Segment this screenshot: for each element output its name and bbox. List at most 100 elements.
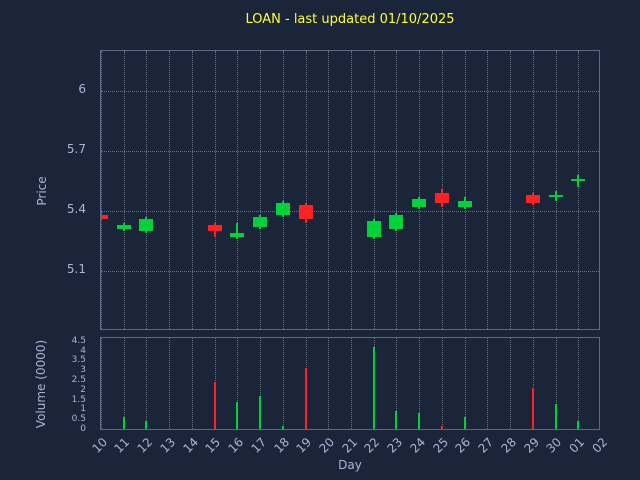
x-tick-label: 10	[89, 435, 110, 456]
x-tick-label: 24	[407, 435, 429, 456]
x-tick-label: 18	[271, 435, 292, 456]
volume-bar-up	[395, 411, 398, 429]
x-tick-label: 23	[384, 435, 406, 456]
gridline-vertical	[237, 51, 239, 329]
volume-bar-down	[304, 368, 307, 429]
chart-title: LOAN - last updated 01/10/2025	[245, 12, 455, 27]
gridline-vertical	[123, 51, 125, 329]
gridline-vertical	[305, 51, 307, 329]
gridline-vertical	[464, 51, 466, 329]
x-tick-label: 02	[589, 435, 610, 456]
gridline-vertical	[191, 51, 193, 329]
x-tick-label: 13	[157, 435, 179, 456]
volume-tick-labels: 0 0.5 1 1.5 2 2.5 3 3.5 4 4.5	[0, 335, 92, 434]
gridline-vertical	[419, 51, 421, 329]
volume-tick-label: 1	[80, 404, 86, 415]
volume-tick-label: 3	[80, 365, 86, 376]
gridline-vertical	[555, 338, 557, 429]
candle-body-up	[230, 233, 245, 237]
gridline-vertical	[373, 51, 375, 329]
candle-body-down	[207, 225, 222, 231]
candle-body-up	[412, 199, 427, 207]
volume-tick-label: 4	[80, 345, 86, 356]
x-tick-label: 20	[316, 435, 338, 456]
gridline-horizontal	[101, 91, 599, 92]
gridline-vertical	[282, 51, 284, 329]
x-tick-label: 25	[430, 435, 451, 456]
price-tick-labels: 5.1 5.4 5.7 6	[0, 50, 92, 330]
volume-bar-up	[122, 417, 125, 429]
gridline-vertical	[169, 51, 171, 329]
candle-body-up	[548, 195, 563, 197]
gridline-vertical	[351, 338, 352, 429]
gridline-vertical	[578, 51, 580, 329]
x-tick-label: 01	[566, 435, 588, 456]
volume-tick-label: 4.5	[71, 335, 86, 346]
x-tick-label: 21	[339, 435, 360, 456]
gridline-vertical	[101, 51, 102, 329]
gridline-vertical	[123, 338, 125, 429]
gridline-horizontal	[101, 151, 599, 152]
candle-body-up	[275, 203, 290, 215]
candle-body-up	[139, 219, 154, 231]
candle-body-up	[389, 215, 404, 229]
volume-tick-label: 2.5	[71, 375, 86, 386]
gridline-vertical	[328, 51, 330, 329]
volume-tick-label: 3.5	[71, 355, 86, 366]
x-tick-label: 12	[134, 435, 156, 456]
gridline-vertical	[101, 338, 102, 429]
gridline-vertical	[555, 51, 557, 329]
gridline-vertical	[351, 51, 352, 329]
candle-body-up	[253, 217, 268, 227]
volume-bar-up	[281, 426, 284, 429]
x-tick-label: 14	[180, 435, 201, 456]
candle-body-up	[366, 221, 381, 237]
x-tick-label: 11	[111, 435, 133, 456]
volume-tick-label: 0	[80, 424, 86, 434]
x-tick-label: 28	[498, 435, 519, 456]
price-tick-label: 5.7	[66, 142, 86, 156]
gridline-vertical	[282, 338, 284, 429]
volume-bar-up	[577, 421, 580, 429]
price-plot-area	[100, 50, 600, 330]
volume-tick-label: 0.5	[71, 414, 86, 425]
volume-bar-up	[463, 417, 466, 429]
gridline-horizontal	[101, 211, 599, 212]
x-axis-label: Day	[338, 458, 362, 472]
x-tick-label: 19	[293, 435, 315, 456]
gridline-vertical	[214, 51, 216, 329]
price-tick-label: 6	[78, 82, 86, 96]
x-tick-label: 29	[521, 435, 542, 456]
gridline-vertical	[532, 51, 534, 329]
candle-body-up	[571, 179, 586, 181]
x-tick-label: 22	[361, 435, 383, 456]
gridline-vertical	[260, 51, 262, 329]
x-tick-label: 17	[248, 435, 269, 456]
gridline-vertical	[146, 338, 148, 429]
x-tick-label: 15	[202, 435, 224, 456]
x-tick-labels: 10 11 12 13 14 15 16 17 18 19 20 21 22 23 24 25 26 27 28 29…	[89, 430, 610, 474]
gridline-vertical	[260, 338, 262, 429]
volume-bar-down	[213, 382, 216, 429]
gridline-vertical	[441, 338, 443, 429]
volume-bar-up	[236, 401, 239, 429]
volume-plot-area	[100, 337, 600, 430]
gridline-vertical	[328, 338, 330, 429]
x-tick-label: 27	[475, 435, 497, 456]
candle-body-up	[457, 201, 472, 207]
gridline-vertical	[487, 338, 489, 429]
gridline-vertical	[169, 338, 171, 429]
candle-body-down	[298, 205, 313, 219]
price-tick-label: 5.4	[66, 202, 86, 216]
gridline-vertical	[487, 51, 489, 329]
volume-bar-up	[372, 346, 375, 429]
gridline-horizontal	[101, 271, 599, 272]
candle-body-down	[434, 193, 449, 203]
gridline-vertical	[419, 338, 421, 429]
x-tick-label: 30	[543, 435, 565, 456]
x-tick-label: 26	[452, 435, 474, 456]
candle-body-down	[101, 215, 108, 219]
gridline-vertical	[396, 51, 398, 329]
volume-bar-up	[554, 403, 557, 429]
